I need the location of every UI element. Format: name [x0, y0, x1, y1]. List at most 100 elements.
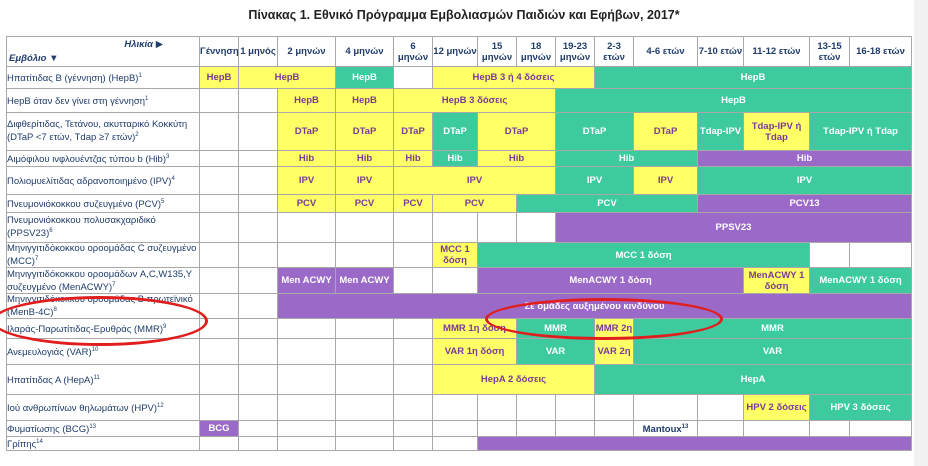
vaccine-name-cell: Μηνιγγιτιδόκοκκου οροομάδας Β πρωτεϊνικό… — [6, 293, 200, 320]
empty-cell — [432, 267, 478, 295]
empty-cell — [238, 88, 278, 113]
empty-cell — [849, 241, 912, 269]
footnote-ref: 1 — [138, 72, 142, 79]
empty-cell — [199, 394, 239, 422]
dose-label: BCG — [208, 423, 230, 435]
dose-cell: IPV — [555, 166, 634, 195]
footnote-ref: 8 — [53, 307, 57, 314]
dose-label: MMR 2η — [595, 323, 633, 335]
vaccine-name: Ιλαράς-Παρωτίτιδας-Ερυθράς (MMR) — [7, 324, 164, 336]
empty-cell — [238, 436, 278, 452]
dose-cell: MCC 1 δόση — [432, 241, 478, 269]
empty-cell — [555, 420, 595, 438]
empty-cell — [393, 241, 433, 269]
age-column-header: 12 μηνών — [432, 36, 478, 67]
dose-label: HPV 2 δόσεις — [746, 402, 807, 414]
table-row: Πνευμονιόκοκκου πολυσακχαριδικό (PPSV23)… — [6, 212, 912, 243]
empty-cell — [335, 338, 394, 366]
dose-cell: IPV — [277, 166, 336, 195]
vaccine-name-cell: HepB όταν δεν γίνει στη γέννηση1 — [6, 88, 200, 113]
empty-cell — [238, 150, 278, 167]
empty-cell — [516, 394, 556, 422]
dose-cell: VAR 2η — [594, 338, 634, 366]
age-column-header: Γέννηση — [199, 36, 239, 67]
empty-cell — [277, 394, 336, 422]
dose-label: HepB — [274, 72, 300, 83]
dose-cell: MMR 1η δόση — [432, 318, 517, 340]
age-column-header: 13-15 ετών — [809, 36, 850, 67]
empty-cell — [594, 420, 634, 438]
dose-cell: HepB — [555, 88, 912, 113]
dose-label: Mantoux — [642, 424, 682, 436]
empty-cell — [199, 436, 239, 452]
dose-cell: PCV — [335, 194, 394, 213]
vaccine-name: Πνευμονιόκοκκου συζευγμένο (PCV) — [7, 199, 162, 211]
dose-label: Hib — [618, 153, 635, 164]
empty-cell — [277, 212, 336, 243]
vaccine-name-cell: Φυματίωσης (BCG)13 — [6, 420, 200, 438]
vaccine-name: Αιμόφιλου ινφλουέντζας τύπου b (Hib) — [7, 154, 166, 166]
dose-label: PCV — [296, 198, 317, 209]
dose-cell: MCC 1 δόση — [477, 241, 810, 269]
dose-label: HepB — [352, 72, 377, 83]
age-column-header: 2 μηνών — [277, 36, 336, 67]
vaccine-name-cell: Ιού ανθρωπίνων θηλωμάτων (HPV)12 — [6, 394, 200, 422]
dose-label: PCV — [403, 198, 423, 209]
dose-cell: HepB 3 δόσεις — [393, 88, 556, 113]
dose-cell: DTaP — [277, 112, 336, 151]
table-row: Φυματίωσης (BCG)13 BCG Mantoux 13 — [6, 420, 912, 438]
dose-cell: Tdap-IPV ή Tdap — [743, 112, 810, 151]
dose-label: Tdap-IPV ή Tdap — [823, 126, 898, 137]
empty-cell — [393, 420, 433, 438]
dose-label: VAR 1η δόση — [444, 346, 505, 358]
empty-cell — [199, 112, 239, 151]
footnote-ref: 10 — [91, 347, 99, 354]
dose-cell: HepB 3 ή 4 δόσεις — [432, 66, 595, 89]
age-column-header: 18 μηνών — [516, 36, 556, 67]
dose-cell: Men ACWY — [335, 267, 394, 295]
dose-label: HepA 2 δόσεις — [480, 374, 547, 386]
dose-cell: DTaP — [477, 112, 556, 151]
dose-label: MenACWY 1 δόση — [569, 275, 652, 287]
empty-cell — [809, 241, 850, 269]
empty-cell — [238, 338, 278, 366]
dose-cell: Hib — [393, 150, 433, 167]
dose-cell: Hib — [335, 150, 394, 167]
empty-cell — [516, 212, 556, 243]
vaccine-name: Μηνιγγιτιδόκοκκου οροομάδων A,C,W135,Y σ… — [7, 268, 192, 293]
dose-cell: Σε ομάδες αυξημένου κινδύνου — [277, 293, 912, 320]
age-column-header: 2-3 ετών — [594, 36, 634, 67]
vertical-scrollbar[interactable] — [914, 0, 928, 466]
dose-cell: IPV — [335, 166, 394, 195]
footnote-ref: 5 — [161, 198, 165, 205]
dose-label: HepB — [206, 72, 232, 83]
dose-label: Hib — [508, 153, 525, 164]
vaccine-name-cell: Αιμόφιλου ινφλουέντζας τύπου b (Hib)3 — [6, 150, 200, 167]
dose-cell: PCV — [393, 194, 433, 213]
empty-cell — [277, 420, 336, 438]
empty-cell — [555, 394, 595, 422]
dose-label: Tdap-IPV — [699, 126, 742, 137]
dose-cell: Hib — [477, 150, 556, 167]
dose-cell: Hib — [697, 150, 912, 167]
empty-cell — [238, 364, 278, 396]
empty-cell — [849, 420, 912, 438]
footnote-ref: 7 — [112, 281, 116, 288]
dose-cell: Men ACWY — [277, 267, 336, 295]
dose-cell: DTaP — [555, 112, 634, 151]
dose-cell: MMR 2η — [594, 318, 634, 340]
table-row: Ανεμευλογιάς (VAR)10 VAR 1η δόση VAR VAR 2η… — [6, 338, 912, 366]
dose-label: HepB — [294, 95, 319, 106]
footnote-ref: 13 — [89, 424, 96, 431]
dose-cell: HPV 3 δόσεις — [809, 394, 912, 422]
dose-label: PPSV23 — [715, 222, 752, 233]
dose-label: MMR — [544, 323, 567, 335]
dose-label: IPV — [466, 175, 483, 186]
empty-cell — [199, 212, 239, 243]
dose-cell: HepB — [594, 66, 912, 89]
vaccine-name: Πολιομυελίτιδας αδρανοποιημένο (IPV) — [7, 176, 172, 188]
dose-label: IPV — [796, 175, 813, 186]
age-column-header: 1 μηνός — [238, 36, 278, 67]
table-title: Πίνακας 1. Εθνικό Πρόγραμμα Εμβολιασμών … — [248, 8, 680, 22]
vaccine-name-cell: Μηνιγγιτιδόκοκκου οροομάδων A,C,W135,Y σ… — [6, 267, 200, 295]
